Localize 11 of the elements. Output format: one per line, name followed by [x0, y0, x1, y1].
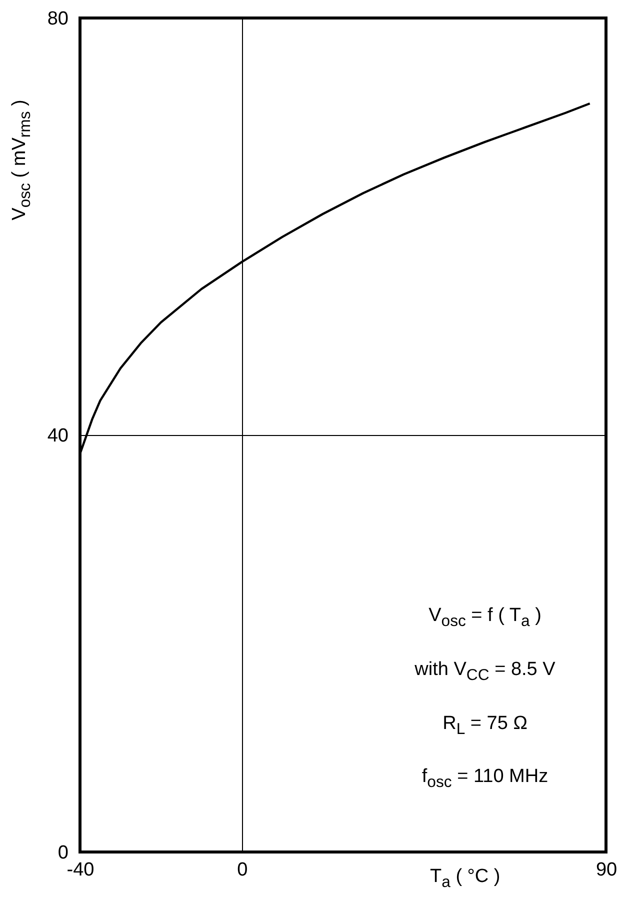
x-tick-label: 0 [237, 860, 248, 880]
y-tick-label: 40 [47, 426, 68, 446]
annotation: V$_{osc}$ = f ( T$_{a}$ ) [428, 604, 542, 632]
x-tick-label: -40 [66, 860, 94, 880]
y-tick-label: 0 [58, 842, 68, 864]
x-axis-title: T$_{a}$ ( °C ) [430, 866, 500, 892]
annotation: with V$_{CC}$ = 8.5 V [414, 658, 556, 686]
annotation: R$_{L}$ = 75 Ω [442, 712, 528, 740]
x-tick-label: 90 [596, 860, 618, 880]
y-tick-label: 80 [47, 8, 68, 30]
annotation: f$_{osc}$ = 110 MHz [420, 765, 550, 794]
